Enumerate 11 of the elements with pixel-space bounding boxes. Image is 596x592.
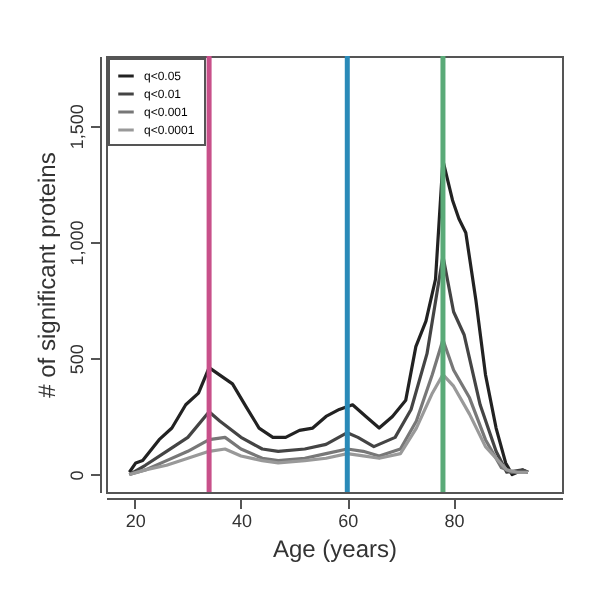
x-tick-label: 40 (231, 511, 253, 531)
y-tick-label: 1,000 (67, 220, 87, 266)
y-tick-label: 0 (67, 470, 87, 481)
y-tick-label: 1,500 (67, 104, 87, 150)
x-tick-label: 20 (125, 511, 146, 531)
y-tick-label: 500 (67, 344, 87, 375)
x-axis-title: Age (years) (272, 535, 398, 563)
x-tick-label: 80 (444, 511, 465, 531)
y-axis-title: # of significant proteins (33, 152, 61, 398)
x-tick-label: 60 (338, 511, 359, 531)
line-series (127, 372, 530, 477)
